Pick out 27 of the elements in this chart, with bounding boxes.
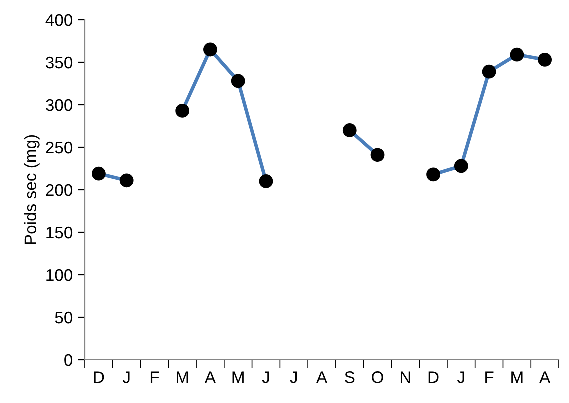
x-tick-label: O — [372, 372, 384, 384]
x-tick-label: M — [177, 372, 188, 384]
x-tick-label: D — [94, 372, 104, 384]
x-tick-label: M — [512, 372, 523, 384]
x-tick-label: A — [540, 372, 551, 384]
x-tick-label: F — [150, 372, 160, 384]
x-tick-label: F — [486, 372, 494, 384]
x-tick-label: A — [204, 372, 216, 384]
x-tick-label: S — [345, 372, 355, 384]
y-tick-label: 150 — [46, 226, 73, 239]
y-tick-label: 50 — [55, 312, 73, 324]
x-tick-label: J — [122, 372, 130, 384]
y-tick-label: 400 — [46, 14, 73, 26]
x-tick-label: J — [262, 372, 270, 384]
x-tick-label: M — [232, 372, 244, 384]
y-tick-label: 100 — [46, 269, 73, 282]
x-tick-label: J — [458, 372, 464, 384]
y-tick-label: 200 — [46, 184, 73, 196]
y-tick-label: 300 — [46, 99, 73, 112]
x-tick-label: J — [290, 372, 298, 384]
x-tick-label: A — [316, 372, 328, 384]
y-tick-label: 250 — [46, 142, 73, 154]
y-tick-label: 0 — [64, 354, 73, 366]
x-tick-label: N — [400, 372, 410, 384]
y-tick-label: 350 — [46, 56, 73, 69]
x-tick-label: D — [428, 372, 439, 384]
y-axis-title: Poids sec (mg) — [24, 135, 40, 244]
